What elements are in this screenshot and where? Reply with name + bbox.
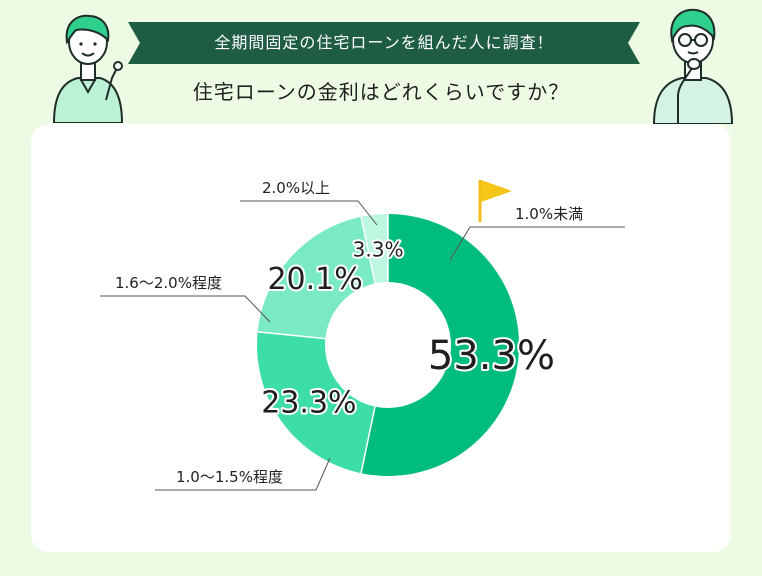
leader-line xyxy=(240,200,378,226)
person-illustration-left xyxy=(48,8,128,127)
slice-value-label: 20.1% xyxy=(267,262,362,297)
category-label: 1.6〜2.0%程度 xyxy=(115,274,222,292)
category-label: 2.0%以上 xyxy=(262,179,330,197)
slice-separator xyxy=(257,331,326,340)
chart-card xyxy=(31,124,731,552)
slice-separator xyxy=(360,216,376,284)
flag-icon xyxy=(478,180,512,222)
donut-slice xyxy=(257,331,376,474)
category-label: 1.0%未満 xyxy=(515,205,583,223)
question-title: 住宅ローンの金利はどれくらいですか？ xyxy=(192,80,570,104)
slice-value-label: 23.3% xyxy=(261,385,356,420)
slice-separator xyxy=(360,406,376,474)
slice-value-label: 3.3% xyxy=(353,238,404,262)
leader-line xyxy=(155,457,331,491)
title-banner: 全期間固定の住宅ローンを組んだ人に調査！ xyxy=(128,22,640,64)
donut-slice xyxy=(361,214,520,477)
category-label: 1.0〜1.5%程度 xyxy=(176,468,283,486)
donut-slice xyxy=(257,216,376,339)
banner-text: 全期間固定の住宅ローンを組んだ人に調査！ xyxy=(214,33,554,52)
person-illustration-right xyxy=(648,4,738,128)
leader-line xyxy=(100,295,271,323)
leader-line xyxy=(449,226,625,261)
banner-shape xyxy=(128,22,640,64)
donut-slice xyxy=(361,214,388,284)
slice-value-label: 53.3% xyxy=(428,333,555,379)
